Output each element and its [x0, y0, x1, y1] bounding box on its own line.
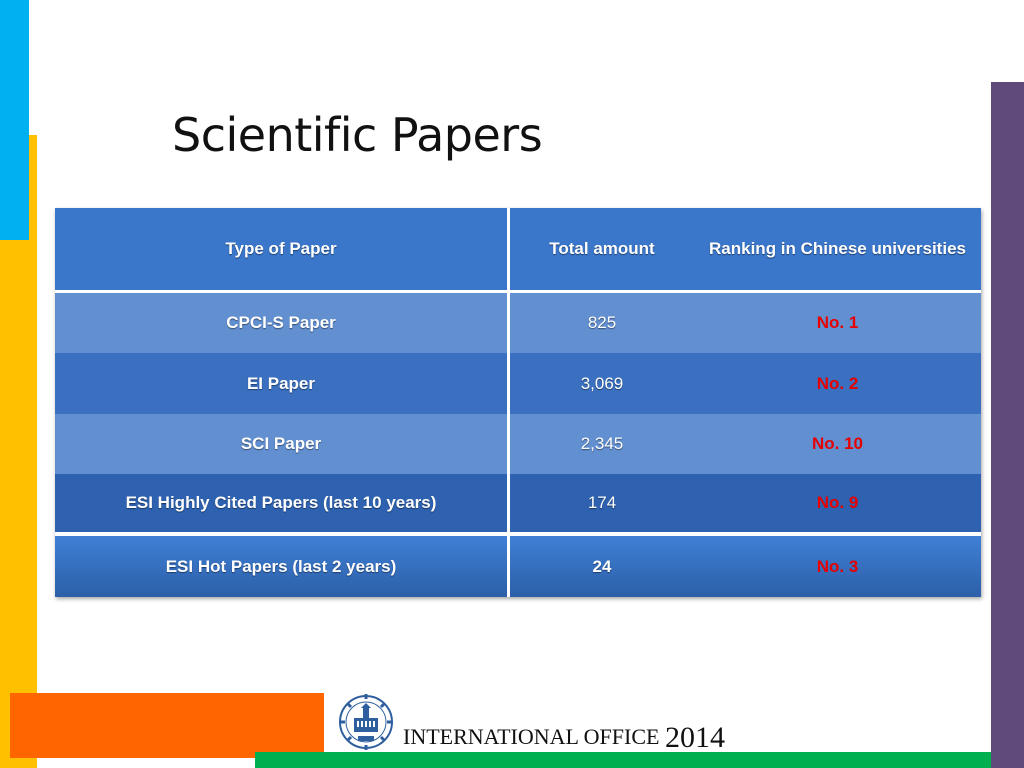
ranking-cell: No. 2	[816, 373, 859, 393]
paper-type-cell: ESI Hot Papers (last 2 years)	[55, 536, 510, 597]
total-amount-cell: 3,069	[580, 373, 624, 393]
ranking-cell: No. 3	[816, 556, 859, 576]
university-emblem-icon	[334, 694, 398, 750]
yellow-accent-bar	[0, 135, 37, 768]
table-row: ESI Highly Cited Papers (last 10 years) …	[55, 474, 981, 536]
total-amount-cell: 2,345	[580, 434, 624, 453]
header-ranking: Ranking in Chinese universities	[709, 238, 966, 258]
footer-label: INTERNATIONAL OFFICE 2014	[403, 718, 725, 754]
total-amount-cell: 825	[587, 313, 617, 332]
footer-org: INTERNATIONAL OFFICE	[403, 724, 660, 749]
header-type-of-paper: Type of Paper	[55, 208, 510, 290]
table-row: ESI Hot Papers (last 2 years) 24 No. 3	[55, 536, 981, 597]
table-row: CPCI-S Paper 825 No. 1	[55, 293, 981, 353]
slide-title: Scientific Papers	[172, 108, 543, 162]
table-header-row: Type of Paper Total amount Ranking in Ch…	[55, 208, 981, 293]
ranking-cell: No. 9	[816, 493, 859, 512]
table-row: EI Paper 3,069 No. 2	[55, 353, 981, 414]
ranking-cell: No. 10	[811, 434, 864, 453]
total-amount-cell: 174	[587, 493, 617, 512]
orange-accent-block	[10, 693, 324, 758]
footer-year: 2014	[664, 721, 725, 754]
purple-accent-bar	[991, 82, 1024, 768]
table-row: SCI Paper 2,345 No. 10	[55, 414, 981, 474]
papers-table: Type of Paper Total amount Ranking in Ch…	[55, 208, 981, 597]
header-total-amount: Total amount	[549, 238, 655, 258]
paper-type-cell: CPCI-S Paper	[55, 293, 510, 353]
paper-type-cell: ESI Highly Cited Papers (last 10 years)	[55, 474, 510, 532]
cyan-accent-bar	[0, 0, 29, 240]
ranking-cell: No. 1	[816, 313, 859, 332]
green-accent-bar	[255, 752, 991, 768]
total-amount-cell: 24	[592, 556, 612, 576]
paper-type-cell: EI Paper	[55, 353, 510, 414]
paper-type-cell: SCI Paper	[55, 414, 510, 474]
